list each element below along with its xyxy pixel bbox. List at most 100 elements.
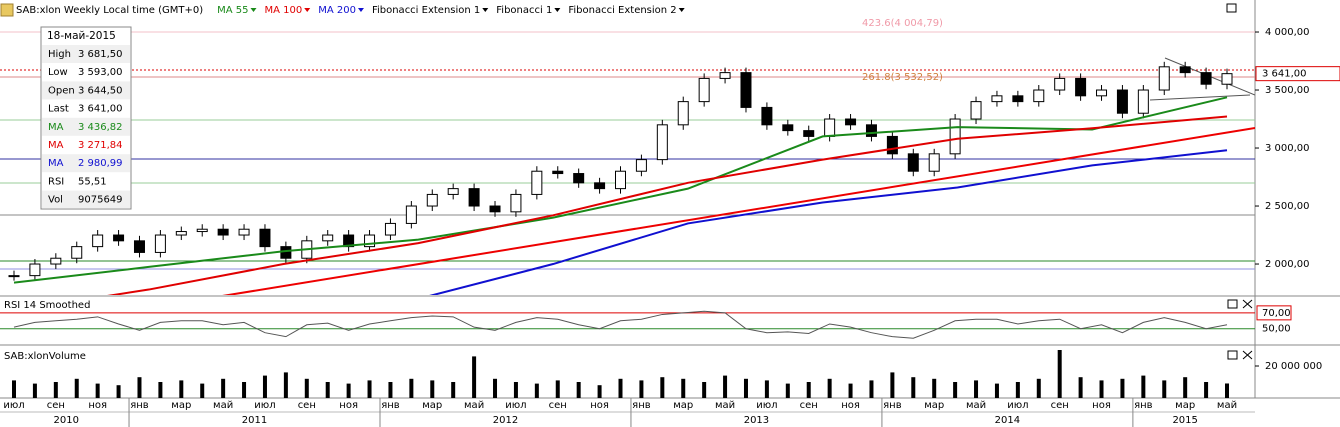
year-label: 2013 [744,415,769,426]
volume-bar [1183,377,1188,398]
volume-bar [660,377,665,398]
moving-average [107,115,1228,295]
volume-bar [953,382,958,398]
month-label: сен [800,400,818,411]
info-value: 55,51 [78,176,107,187]
volume-bar [1057,350,1062,398]
info-row-bg [42,45,130,63]
month-label: янв [130,400,149,411]
month-label: янв [883,400,902,411]
candle-body [175,231,187,236]
y-tick-label: 4 000,00 [1265,27,1310,38]
volume-bar [367,380,372,398]
candle-body [782,124,794,132]
dropdown-arrow [357,8,364,12]
volume-bar [702,382,707,398]
month-label: июл [1007,400,1028,411]
month-label: ноя [841,400,860,411]
volume-bar [764,380,769,398]
month-label: мар [673,400,693,411]
month-label: янв [1134,400,1153,411]
info-label: MA [48,158,64,169]
candle-body [1054,77,1066,91]
y-tick-label: 2 500,00 [1265,201,1310,212]
candle-body [259,228,271,248]
volume-bar [262,375,267,398]
candle-body [531,170,543,195]
candle-body [447,188,459,195]
close-button[interactable] [1242,350,1253,360]
volume-bar [283,372,288,398]
volume-bar [1162,380,1167,398]
volume-bar [53,382,58,398]
info-row-bg [42,154,130,173]
candle-body [113,234,125,242]
volume-bar [32,383,37,398]
y-tick-label: 3 000,00 [1265,143,1310,154]
info-label: MA [48,122,64,133]
volume-bar [12,380,16,398]
volume-bar [116,385,121,398]
month-label: июл [505,400,526,411]
volume-bar [346,383,351,398]
candle-body [1096,89,1108,97]
info-row-bg [42,117,130,136]
info-label: Vol [48,195,63,206]
candle-body [1033,89,1045,103]
info-row-bg [42,81,130,100]
month-label: июл [756,400,777,411]
close-button[interactable] [1242,299,1253,309]
candle-body [740,72,752,108]
candle-body [29,263,41,277]
volume-bar [513,382,518,398]
info-row-bg [42,190,130,209]
volume-bar [137,377,142,398]
rsi-title: RSI 14 Smoothed [4,300,90,311]
candle-body [154,234,166,253]
month-label: ноя [1092,400,1111,411]
dropdown-arrow [482,8,489,12]
volume-tick-label: 20 000 000 [1265,361,1322,372]
moving-average [429,149,1228,295]
maximize-button[interactable] [1226,3,1237,13]
candle-body [364,234,376,248]
volume-bar [827,378,832,398]
month-label: сен [549,400,567,411]
candle-body [698,77,710,103]
info-label: Low [48,67,68,78]
y-tick-label: 2 000,00 [1265,259,1310,270]
volume-bar [681,378,686,398]
indicator-label: Fibonacci 1 [496,5,552,16]
volume-bar [1120,378,1125,398]
rsi-level-box [1256,305,1292,321]
info-value: 3 271,84 [78,140,123,151]
volume-bar [179,380,184,398]
volume-bar [555,380,560,398]
candle-body [886,135,898,155]
dropdown-arrow [554,8,561,12]
maximize-button[interactable] [1227,350,1238,360]
month-label: июл [254,400,275,411]
candle-body [1221,73,1233,85]
candle-body [949,118,961,155]
volume-bar [493,378,498,398]
info-label: Open [48,85,75,96]
volume-bar [221,378,226,398]
volume-bar [890,372,895,398]
candle-body [991,95,1003,103]
year-label: 2012 [493,415,518,426]
y-tick-label: 3 500,00 [1265,85,1310,96]
maximize-button[interactable] [1227,299,1238,309]
volume-bar [534,383,539,398]
month-label: мар [1175,400,1195,411]
year-label: 2015 [1172,415,1197,426]
candle-body [1179,66,1191,74]
fib-label: 261.8(3 532,52) [862,72,943,83]
candle-body [656,124,668,161]
month-label: май [966,400,986,411]
candle-body [970,101,982,120]
month-label: май [464,400,484,411]
volume-bar [723,375,728,398]
overlays [0,31,1255,295]
